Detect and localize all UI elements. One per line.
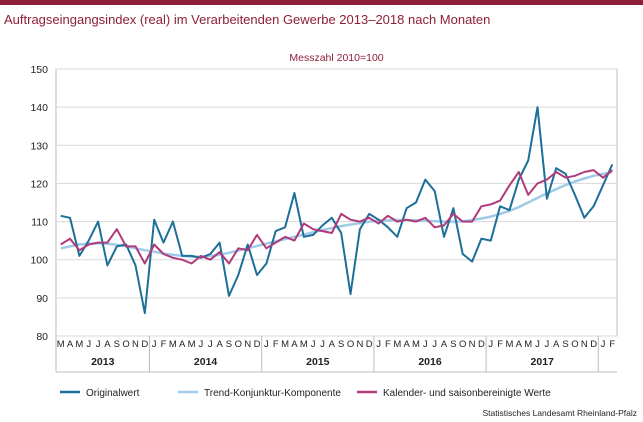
x-tick-label-19: O <box>235 339 242 350</box>
x-tick-label-47: F <box>497 339 503 350</box>
x-tick-label-45: D <box>478 339 485 350</box>
x-tick-label-15: J <box>199 339 204 350</box>
y-tick-label-4: 120 <box>30 178 48 190</box>
x-tick-label-44: N <box>469 339 476 350</box>
chart-subtitle: Messzahl 2010=100 <box>289 52 383 64</box>
x-tick-label-1: A <box>67 339 74 350</box>
x-tick-label-34: J <box>376 339 381 350</box>
series-line-0 <box>60 106 614 315</box>
series-line-2 <box>60 169 613 265</box>
legend-label-0: Originalwert <box>86 388 140 399</box>
x-tick-label-16: J <box>208 339 213 350</box>
top-accent-bar <box>0 0 643 5</box>
x-tick-label-27: J <box>311 339 316 350</box>
x-tick-label-14: M <box>188 339 196 350</box>
x-tick-label-6: S <box>114 339 120 350</box>
x-tick-label-0: M <box>57 339 65 350</box>
legend-label-1: Trend-Konjunktur-Komponente <box>204 388 341 399</box>
x-tick-label-38: M <box>412 339 420 350</box>
x-tick-label-58: J <box>601 339 606 350</box>
source-note: Statistisches Landesamt Rheinland-Pfalz <box>482 408 638 418</box>
x-tick-label-35: F <box>385 339 391 350</box>
plot-frame <box>55 68 618 337</box>
x-tick-label-48: M <box>506 339 514 350</box>
x-tick-label-5: A <box>104 339 111 350</box>
x-tick-label-50: M <box>524 339 532 350</box>
x-tick-label-37: A <box>403 339 410 350</box>
x-tick-label-18: S <box>226 339 232 350</box>
x-tick-label-26: M <box>300 339 308 350</box>
chart-title: Auftragseingangsindex (real) im Verarbei… <box>4 12 491 27</box>
x-tick-label-52: J <box>545 339 550 350</box>
x-tick-label-42: S <box>450 339 456 350</box>
y-tick-label-6: 140 <box>30 102 48 114</box>
x-tick-label-25: A <box>291 339 298 350</box>
y-tick-label-5: 130 <box>30 140 48 152</box>
y-tick-label-2: 100 <box>30 255 48 267</box>
x-tick-label-41: A <box>441 339 448 350</box>
x-tick-label-57: D <box>590 339 597 350</box>
y-tick-label-1: 90 <box>36 293 48 305</box>
x-tick-label-7: O <box>122 339 129 350</box>
x-tick-label-4: J <box>96 339 101 350</box>
year-label-2014: 2014 <box>194 356 218 368</box>
x-tick-label-8: N <box>132 339 139 350</box>
year-label-2017: 2017 <box>531 356 555 368</box>
x-tick-label-56: N <box>581 339 588 350</box>
x-tick-label-55: O <box>571 339 578 350</box>
y-tick-label-7: 150 <box>30 64 48 76</box>
x-tick-label-40: J <box>432 339 437 350</box>
x-tick-label-30: S <box>338 339 344 350</box>
x-tick-label-43: O <box>459 339 466 350</box>
x-tick-label-23: F <box>273 339 279 350</box>
x-tick-label-3: J <box>86 339 91 350</box>
x-tick-label-17: A <box>216 339 223 350</box>
x-tick-label-31: O <box>347 339 354 350</box>
series-line-1 <box>60 170 613 258</box>
x-tick-label-54: S <box>562 339 568 350</box>
x-tick-label-21: D <box>254 339 261 350</box>
x-tick-label-49: A <box>516 339 523 350</box>
x-tick-label-10: J <box>152 339 157 350</box>
year-label-2015: 2015 <box>306 356 330 368</box>
y-tick-label-0: 80 <box>36 331 48 343</box>
year-label-2016: 2016 <box>418 356 442 368</box>
x-tick-label-24: M <box>281 339 289 350</box>
x-tick-label-33: D <box>366 339 373 350</box>
year-label-2013: 2013 <box>91 356 115 368</box>
x-tick-label-9: D <box>141 339 148 350</box>
x-tick-label-2: M <box>75 339 83 350</box>
x-tick-label-32: N <box>356 339 363 350</box>
x-tick-label-29: A <box>329 339 336 350</box>
y-tick-label-3: 110 <box>31 217 48 229</box>
x-tick-label-12: M <box>169 339 177 350</box>
x-tick-label-36: M <box>393 339 401 350</box>
x-tick-label-28: J <box>320 339 325 350</box>
x-tick-label-59: F <box>609 339 615 350</box>
x-tick-label-51: J <box>535 339 540 350</box>
x-tick-label-22: J <box>264 339 269 350</box>
x-tick-label-46: J <box>488 339 493 350</box>
x-tick-label-39: J <box>423 339 428 350</box>
x-tick-label-20: N <box>244 339 251 350</box>
x-tick-label-53: A <box>553 339 560 350</box>
x-tick-label-13: A <box>179 339 186 350</box>
x-tick-label-11: F <box>161 339 167 350</box>
legend-label-2: Kalender- und saisonbereinigte Werte <box>383 388 551 399</box>
